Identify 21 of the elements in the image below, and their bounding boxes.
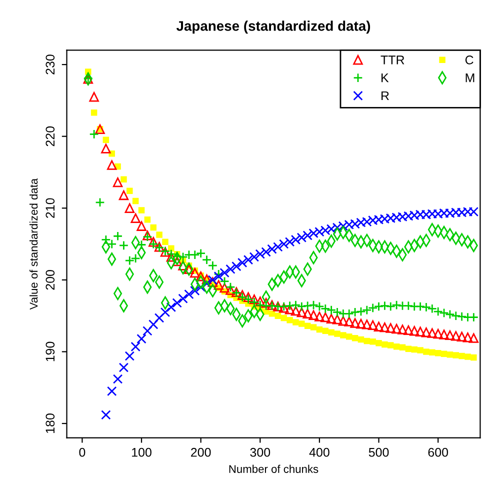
y-axis-title: Value of standardized data — [29, 178, 38, 310]
y-tick-label: 200 — [46, 270, 55, 290]
chart-title: Japanese (standardized data) — [176, 20, 370, 34]
x-tick-label: 200 — [191, 448, 211, 457]
y-tick-label: 220 — [46, 126, 55, 146]
x-tick-label: 400 — [309, 448, 330, 457]
x-tick-label: 300 — [250, 448, 270, 457]
x-tick-label: 100 — [132, 448, 152, 457]
y-tick-label: 210 — [46, 198, 55, 218]
legend-label: M — [466, 74, 474, 82]
x-axis-title: Number of chunks — [229, 464, 318, 473]
y-tick-label: 190 — [46, 342, 55, 362]
x-tick-label: 0 — [79, 448, 86, 457]
y-tick-label: 230 — [46, 54, 55, 74]
legend-label: C — [465, 56, 474, 64]
legend-label: R — [382, 91, 389, 100]
legend-label: TTR — [380, 56, 404, 64]
x-tick-label: 500 — [368, 448, 389, 457]
x-tick-label: 600 — [428, 448, 448, 457]
y-tick-label: 180 — [46, 414, 55, 433]
legend-label: K — [382, 74, 389, 82]
